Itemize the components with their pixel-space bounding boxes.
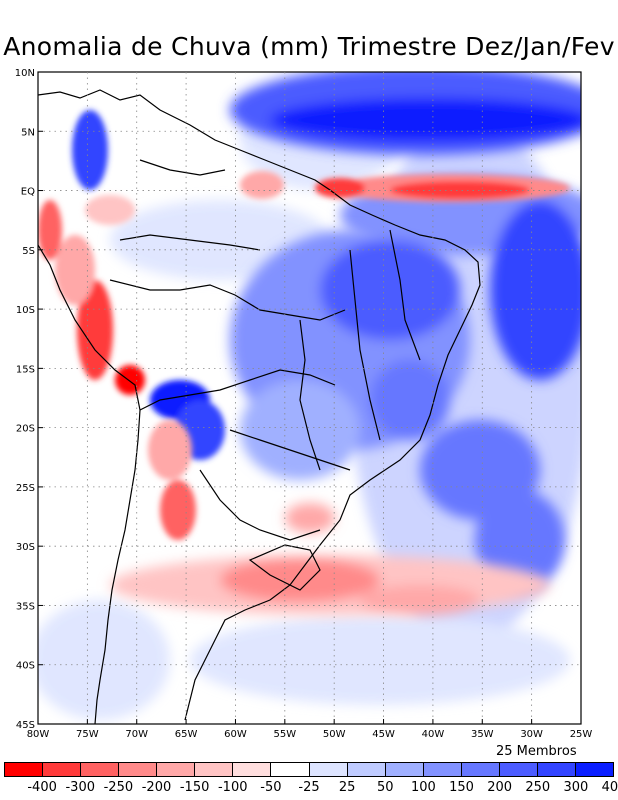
longitude-label: 55W bbox=[274, 729, 297, 740]
anomaly-field bbox=[38, 72, 581, 724]
legend-tick-label: 200 bbox=[487, 780, 513, 795]
legend-swatch bbox=[271, 763, 310, 776]
latitude-label: EQ bbox=[21, 187, 35, 198]
latitude-label: 15S bbox=[16, 364, 35, 375]
legend-swatch bbox=[309, 763, 348, 776]
longitude-label: 45W bbox=[372, 729, 395, 740]
legend-swatch bbox=[119, 763, 158, 776]
longitude-label: 50W bbox=[323, 729, 346, 740]
legend-tick-label: 400 bbox=[601, 780, 618, 795]
longitude-label: 75W bbox=[76, 729, 99, 740]
legend-swatch bbox=[81, 763, 120, 776]
legend-swatch bbox=[347, 763, 386, 776]
latitude-label: 10N bbox=[15, 68, 35, 79]
legend-tick-label: -25 bbox=[298, 780, 320, 795]
longitude-label: 70W bbox=[125, 729, 148, 740]
latitude-label: 10S bbox=[16, 305, 35, 316]
longitude-label: 60W bbox=[224, 729, 247, 740]
legend-swatch bbox=[195, 763, 234, 776]
legend-tick-label: 300 bbox=[563, 780, 589, 795]
latitude-axis: 10N 5N EQ 5S 10S 15S 20S 25S 30S 35S 40S 45S bbox=[15, 68, 43, 731]
latitude-label: 20S bbox=[16, 424, 35, 435]
legend-swatch bbox=[43, 763, 82, 776]
legend-tick-label: -300 bbox=[65, 780, 96, 795]
gridlines bbox=[38, 72, 581, 724]
legend-tick-label: -200 bbox=[141, 780, 172, 795]
legend-tick-label: -50 bbox=[260, 780, 282, 795]
legend-swatch bbox=[537, 763, 576, 776]
page-title: Anomalia de Chuva (mm) Trimestre Dez/Jan… bbox=[3, 32, 615, 61]
legend-swatch bbox=[423, 763, 462, 776]
members-label: 25 Membros bbox=[496, 744, 577, 759]
legend-tick-label: -150 bbox=[179, 780, 210, 795]
latitude-label: 45S bbox=[16, 720, 35, 731]
legend-swatch bbox=[499, 763, 538, 776]
legend-swatch bbox=[233, 763, 272, 776]
color-legend-ticks: -400 -300 -250 -200 -150 -100 -50 -25 25 50 100 150… bbox=[4, 780, 618, 796]
legend-tick-label: 50 bbox=[376, 780, 394, 795]
legend-swatch bbox=[575, 763, 613, 776]
latitude-label: 40S bbox=[16, 661, 35, 672]
longitude-label: 40W bbox=[422, 729, 445, 740]
latitude-label: 5S bbox=[22, 246, 35, 257]
legend-tick-label: -250 bbox=[103, 780, 134, 795]
legend-tick-label: 25 bbox=[338, 780, 356, 795]
legend-tick-label: -100 bbox=[217, 780, 248, 795]
longitude-label: 35W bbox=[471, 729, 494, 740]
coastline-and-borders bbox=[37, 89, 481, 725]
longitude-label: 25W bbox=[570, 729, 593, 740]
legend-swatch bbox=[385, 763, 424, 776]
legend-tick-label: 250 bbox=[525, 780, 551, 795]
longitude-label: 65W bbox=[175, 729, 198, 740]
longitude-label: 80W bbox=[27, 729, 50, 740]
legend-swatch bbox=[461, 763, 500, 776]
plot-frame bbox=[37, 71, 582, 725]
color-legend-bar bbox=[4, 762, 614, 777]
legend-tick-label: 100 bbox=[410, 780, 436, 795]
legend-swatch bbox=[157, 763, 196, 776]
longitude-label: 30W bbox=[520, 729, 543, 740]
longitude-axis: 80W 75W 70W 65W 60W 55W 50W 45W 40W 35W 30W 25W bbox=[27, 719, 593, 740]
legend-swatch bbox=[5, 763, 44, 776]
legend-tick-label: 150 bbox=[449, 780, 474, 795]
latitude-label: 5N bbox=[21, 127, 35, 138]
latitude-label: 30S bbox=[16, 542, 35, 553]
latitude-label: 35S bbox=[16, 601, 35, 612]
legend-tick-label: -400 bbox=[27, 780, 57, 795]
latitude-label: 25S bbox=[16, 483, 35, 494]
